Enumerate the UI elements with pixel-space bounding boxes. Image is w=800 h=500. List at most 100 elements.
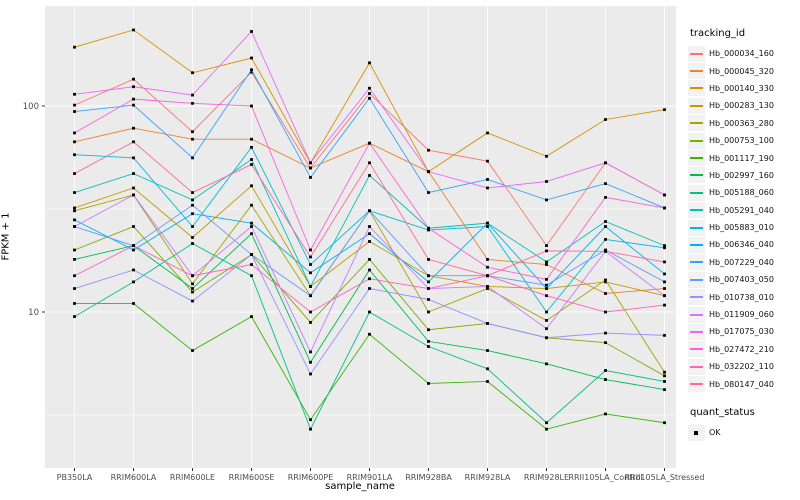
data-point — [368, 310, 371, 314]
line-swatch-icon — [688, 132, 705, 149]
data-point — [604, 280, 607, 284]
data-point — [132, 280, 135, 284]
data-point — [368, 174, 371, 177]
data-point — [250, 203, 253, 207]
data-point — [309, 263, 312, 266]
data-point — [604, 182, 607, 186]
legend-item-label: Hb_000753_100 — [709, 136, 774, 146]
data-point — [663, 280, 666, 284]
legend-quant-title: quant_status — [690, 406, 755, 418]
data-point — [309, 271, 312, 275]
data-point — [191, 349, 194, 352]
line-swatch-icon — [688, 323, 705, 340]
data-point — [73, 110, 76, 113]
data-point — [309, 161, 312, 165]
data-point — [191, 274, 194, 278]
data-point — [545, 294, 548, 298]
data-point — [545, 198, 548, 202]
data-point — [427, 345, 430, 348]
legend-tracking-title: tracking_id — [690, 28, 746, 39]
data-point — [368, 161, 371, 165]
data-point — [73, 315, 76, 318]
data-point — [309, 321, 312, 324]
data-point — [604, 341, 607, 345]
data-point — [368, 92, 371, 95]
legend-item-label: Hb_000283_130 — [709, 101, 774, 111]
data-point — [368, 86, 371, 90]
line-swatch-icon — [688, 341, 705, 358]
legend-item: Hb_032202_110 — [688, 358, 798, 375]
data-point — [427, 280, 430, 284]
data-point — [73, 172, 76, 175]
data-point — [545, 287, 548, 290]
data-point — [486, 367, 489, 371]
line-swatch-icon — [688, 80, 705, 97]
data-point — [73, 153, 76, 157]
legend-item-label: Hb_002997_160 — [709, 170, 774, 180]
data-point — [486, 274, 489, 278]
legend-item-label: Hb_011909_060 — [709, 310, 774, 320]
data-point — [250, 315, 253, 318]
legend-item-label: Hb_000140_330 — [709, 83, 774, 93]
data-point — [486, 258, 489, 261]
data-point — [663, 246, 666, 250]
data-point — [132, 97, 135, 101]
data-point — [73, 287, 76, 290]
data-point — [132, 77, 135, 81]
legend-item: Hb_000140_330 — [688, 80, 798, 97]
line-swatch-icon — [688, 97, 705, 114]
data-point — [191, 282, 194, 286]
x-tick-label: RRIM600PE — [288, 473, 334, 482]
series-Hb_027472_210 — [73, 97, 666, 281]
data-point — [132, 156, 135, 160]
data-point — [663, 193, 666, 197]
data-point — [545, 263, 548, 266]
data-point — [73, 140, 76, 144]
data-point — [132, 172, 135, 175]
data-point — [427, 226, 430, 230]
data-point — [486, 178, 489, 181]
legend-item: Hb_010738_010 — [688, 288, 798, 306]
legend-item-label: Hb_027472_210 — [709, 344, 774, 354]
data-point — [309, 176, 312, 179]
series-Hb_017075_030 — [73, 30, 666, 197]
data-point — [132, 193, 135, 197]
legend-item: Hb_007403_050 — [688, 271, 798, 288]
x-tick-label: PB350LA — [57, 473, 93, 482]
legend-item-label: Hb_005291_040 — [709, 205, 774, 215]
data-point — [132, 126, 135, 130]
data-point — [545, 180, 548, 183]
y-tick-label: 10 — [28, 308, 39, 318]
data-point — [191, 93, 194, 97]
legend-item-label: Hb_080147_040 — [709, 379, 774, 389]
data-point — [191, 101, 194, 105]
data-point — [250, 70, 253, 74]
data-point — [486, 287, 489, 290]
data-point — [486, 186, 489, 190]
legend-item-label: Hb_000034_160 — [709, 49, 774, 59]
data-point — [73, 218, 76, 222]
data-point — [427, 339, 430, 343]
line-swatch-icon — [688, 63, 705, 80]
x-tick-label: RRII105LA_Stressed — [625, 473, 705, 482]
gridlines — [45, 6, 676, 468]
axis-ticks: 10 100 PB350LA RRIM600LA RRIM600LE RRIM600SE R… — [23, 102, 705, 482]
data-point — [250, 104, 253, 108]
legend-item-label: Hb_006346_040 — [709, 240, 774, 250]
data-point — [132, 302, 135, 305]
data-point — [309, 427, 312, 431]
data-point — [368, 209, 371, 213]
legend-item: Hb_027472_210 — [688, 341, 798, 358]
data-point — [191, 130, 194, 134]
data-point — [486, 225, 489, 228]
data-point — [545, 154, 548, 158]
x-tick-label: RRIM600LA — [111, 473, 157, 482]
data-point — [545, 249, 548, 253]
line-swatch-icon — [688, 271, 705, 288]
data-point — [309, 166, 312, 170]
data-point — [73, 302, 76, 305]
data-point — [191, 203, 194, 207]
line-swatch-icon — [688, 236, 705, 253]
data-point — [604, 292, 607, 295]
